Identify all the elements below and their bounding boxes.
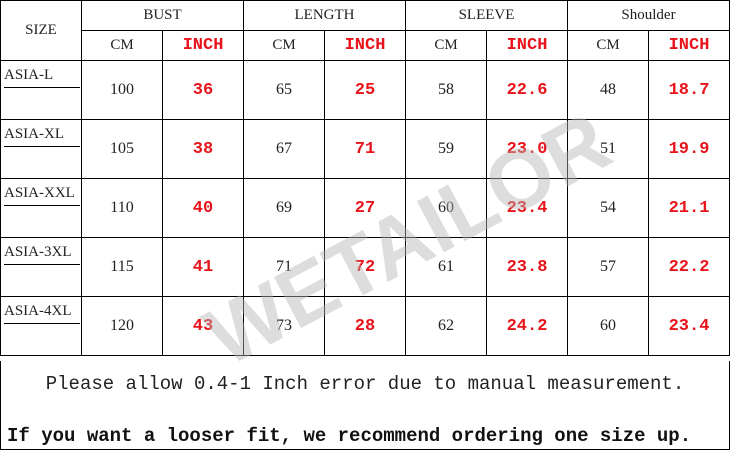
size-label: ASIA-XXL bbox=[4, 185, 80, 206]
cm-value: 54 bbox=[567, 178, 649, 238]
cm-value: 62 bbox=[405, 296, 487, 356]
unit-cm: CM bbox=[405, 30, 487, 61]
inch-value: 41 bbox=[162, 237, 244, 297]
size-label: ASIA-3XL bbox=[4, 244, 80, 265]
inch-value: 22.6 bbox=[486, 60, 568, 120]
unit-cm: CM bbox=[243, 30, 325, 61]
size-table: SIZE BUST LENGTH SLEEVE Shoulder CM INCH… bbox=[0, 0, 730, 356]
table-row: ASIA-XL 105 38 67 71 59 23.0 51 19.9 bbox=[0, 119, 730, 179]
inch-value: 71 bbox=[324, 119, 406, 179]
inch-value: 19.9 bbox=[648, 119, 730, 179]
cm-value: 48 bbox=[567, 60, 649, 120]
cm-value: 120 bbox=[81, 296, 163, 356]
unit-inch: INCH bbox=[162, 30, 244, 61]
cm-value: 69 bbox=[243, 178, 325, 238]
size-cell: ASIA-3XL bbox=[0, 237, 82, 297]
cm-value: 57 bbox=[567, 237, 649, 297]
cm-value: 105 bbox=[81, 119, 163, 179]
inch-value: 24.2 bbox=[486, 296, 568, 356]
unit-cm: CM bbox=[81, 30, 163, 61]
cm-value: 61 bbox=[405, 237, 487, 297]
size-label: ASIA-L bbox=[4, 67, 80, 88]
fit-note: If you want a looser fit, we recommend o… bbox=[7, 425, 692, 447]
cm-value: 100 bbox=[81, 60, 163, 120]
inch-value: 23.4 bbox=[648, 296, 730, 356]
inch-value: 25 bbox=[324, 60, 406, 120]
inch-value: 23.4 bbox=[486, 178, 568, 238]
group-shoulder: Shoulder bbox=[567, 0, 730, 31]
inch-value: 27 bbox=[324, 178, 406, 238]
cm-value: 73 bbox=[243, 296, 325, 356]
inch-value: 18.7 bbox=[648, 60, 730, 120]
group-bust: BUST bbox=[81, 0, 244, 31]
unit-inch: INCH bbox=[324, 30, 406, 61]
inch-value: 23.0 bbox=[486, 119, 568, 179]
inch-value: 36 bbox=[162, 60, 244, 120]
error-note: Please allow 0.4-1 Inch error due to man… bbox=[45, 373, 685, 395]
table-row: ASIA-XXL 110 40 69 27 60 23.4 54 21.1 bbox=[0, 178, 730, 238]
table-row: ASIA-4XL 120 43 73 28 62 24.2 60 23.4 bbox=[0, 296, 730, 356]
cm-value: 71 bbox=[243, 237, 325, 297]
footer-notes: Please allow 0.4-1 Inch error due to man… bbox=[0, 361, 730, 450]
cm-value: 65 bbox=[243, 60, 325, 120]
inch-value: 38 bbox=[162, 119, 244, 179]
unit-inch: INCH bbox=[648, 30, 730, 61]
unit-inch: INCH bbox=[486, 30, 568, 61]
group-sleeve: SLEEVE bbox=[405, 0, 568, 31]
cm-value: 51 bbox=[567, 119, 649, 179]
cm-value: 115 bbox=[81, 237, 163, 297]
size-cell: ASIA-L bbox=[0, 60, 82, 120]
inch-value: 28 bbox=[324, 296, 406, 356]
table-row: ASIA-3XL 115 41 71 72 61 23.8 57 22.2 bbox=[0, 237, 730, 297]
cm-value: 67 bbox=[243, 119, 325, 179]
inch-value: 22.2 bbox=[648, 237, 730, 297]
size-cell: ASIA-XL bbox=[0, 119, 82, 179]
cm-value: 59 bbox=[405, 119, 487, 179]
inch-value: 23.8 bbox=[486, 237, 568, 297]
cm-value: 110 bbox=[81, 178, 163, 238]
cm-value: 60 bbox=[405, 178, 487, 238]
unit-cm: CM bbox=[567, 30, 649, 61]
size-label: ASIA-XL bbox=[4, 126, 80, 147]
table-row: ASIA-L 100 36 65 25 58 22.6 48 18.7 bbox=[0, 60, 730, 120]
inch-value: 43 bbox=[162, 296, 244, 356]
inch-value: 40 bbox=[162, 178, 244, 238]
group-length: LENGTH bbox=[243, 0, 406, 31]
size-cell: ASIA-XXL bbox=[0, 178, 82, 238]
cm-value: 60 bbox=[567, 296, 649, 356]
cm-value: 58 bbox=[405, 60, 487, 120]
size-label: ASIA-4XL bbox=[4, 303, 80, 324]
size-header: SIZE bbox=[0, 0, 82, 61]
inch-value: 21.1 bbox=[648, 178, 730, 238]
inch-value: 72 bbox=[324, 237, 406, 297]
size-cell: ASIA-4XL bbox=[0, 296, 82, 356]
